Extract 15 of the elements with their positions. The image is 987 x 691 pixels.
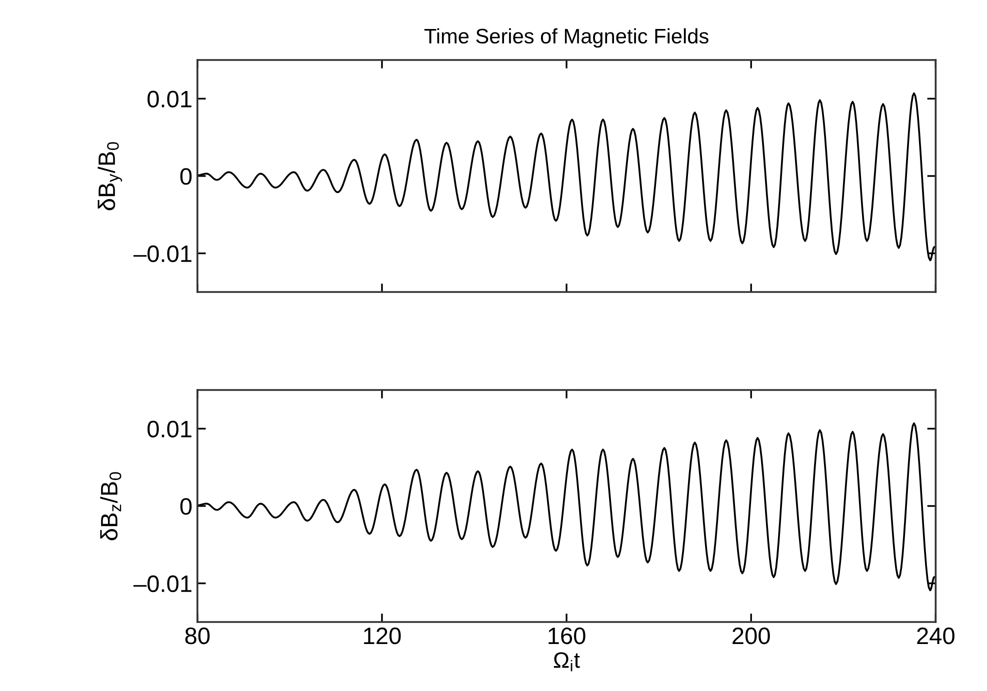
x-tick-label: 200: [732, 627, 770, 644]
y-tick-label: 0.01: [148, 90, 192, 108]
x-axis-title: Ω$_{i}$t: [554, 652, 580, 672]
y-axis-title: δB$_{y}$/B$_{0}$: [98, 142, 122, 210]
x-tick-label: 240: [917, 627, 954, 644]
y-tick-label: 0.01: [148, 420, 192, 438]
x-tick-label: 80: [185, 627, 210, 644]
y-tick-label: –0.01: [133, 575, 192, 592]
y-tick-label: 0: [180, 498, 192, 515]
x-tick-label: 120: [364, 627, 401, 644]
y-tick-label: –0.01: [133, 245, 192, 262]
y-tick-label: 0: [180, 168, 192, 185]
x-tick-label: 160: [548, 627, 586, 644]
y-axis-title: δB$_{z}$/B$_{0}$: [100, 472, 122, 540]
chart-title: Time Series of Magnetic Fields: [424, 28, 708, 48]
